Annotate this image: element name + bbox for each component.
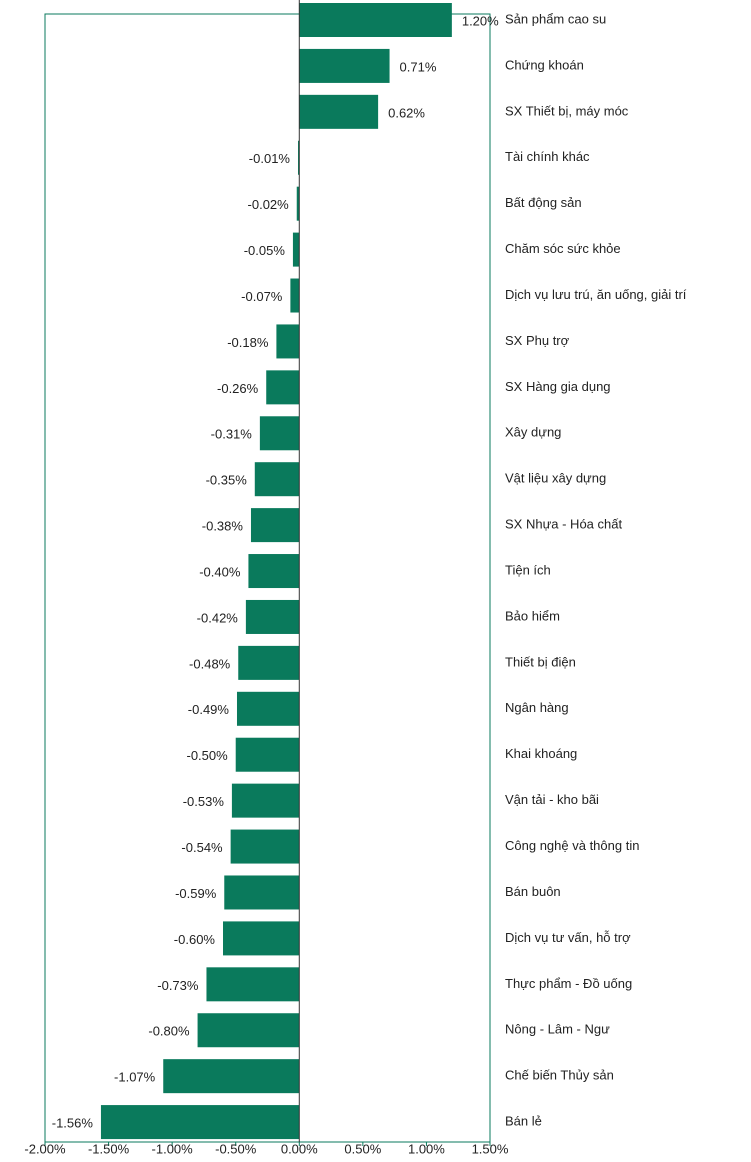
category-label: Ngân hàng — [505, 700, 569, 715]
value-label: -0.07% — [241, 289, 283, 304]
value-label: -0.50% — [187, 748, 229, 763]
value-label: -1.07% — [114, 1070, 156, 1085]
value-label: -0.26% — [217, 381, 259, 396]
bar — [238, 645, 300, 680]
value-label: -1.56% — [52, 1116, 94, 1131]
category-label: Chế biến Thủy sản — [505, 1068, 614, 1083]
category-label: SX Thiết bị, máy móc — [505, 103, 629, 118]
category-label: Vận tải - kho bãi — [505, 792, 599, 807]
category-label: Tài chính khác — [505, 149, 590, 164]
value-label: -0.49% — [188, 702, 230, 717]
category-label: Chăm sóc sức khỏe — [505, 241, 621, 256]
bar — [245, 599, 300, 634]
value-label: -0.18% — [227, 335, 269, 350]
bar — [290, 278, 300, 313]
value-label: -0.31% — [211, 427, 253, 442]
value-label: -0.38% — [202, 519, 244, 534]
bar — [206, 967, 300, 1002]
category-label: Bán lẻ — [505, 1114, 542, 1129]
value-label: -0.01% — [249, 151, 291, 166]
bar — [292, 232, 300, 267]
bar — [248, 554, 300, 589]
value-label: -0.40% — [199, 564, 241, 579]
bar — [231, 783, 300, 818]
category-label: Khai khoáng — [505, 746, 577, 761]
bar — [276, 324, 300, 359]
bar — [298, 140, 300, 175]
category-label: Vật liệu xây dựng — [505, 471, 606, 486]
bar — [250, 508, 300, 543]
category-label: Tiện ích — [505, 562, 551, 577]
value-label: 0.71% — [400, 59, 437, 74]
bar — [197, 1013, 300, 1048]
value-label: 0.62% — [388, 105, 425, 120]
bar — [224, 875, 300, 910]
bar — [254, 462, 300, 497]
category-label: Dịch vụ tư vấn, hỗ trợ — [505, 930, 631, 945]
bar — [230, 829, 300, 864]
value-label: -0.42% — [197, 610, 239, 625]
category-label: Công nghệ và thông tin — [505, 838, 639, 853]
category-label: Bảo hiểm — [505, 608, 560, 623]
plot-frame — [44, 13, 491, 1143]
bar — [259, 416, 300, 451]
x-tick-label: 0.50% — [344, 1141, 381, 1156]
value-label: -0.80% — [148, 1024, 190, 1039]
x-tick-label: 1.50% — [472, 1141, 509, 1156]
category-label: Thực phẩm - Đồ uống — [505, 976, 632, 991]
value-label: 1.20% — [462, 13, 499, 28]
bar — [299, 48, 390, 83]
x-tick-label: -2.00% — [24, 1141, 66, 1156]
category-label: Thiết bị điện — [505, 654, 576, 669]
category-label: Sản phẩm cao su — [505, 11, 606, 26]
value-label: -0.35% — [206, 473, 248, 488]
bar — [296, 186, 300, 221]
bar — [299, 3, 452, 37]
x-tick-label: 1.00% — [408, 1141, 445, 1156]
category-label: Nông - Lâm - Ngư — [505, 1022, 610, 1037]
value-label: -0.48% — [189, 656, 231, 671]
bar — [235, 737, 300, 772]
value-label: -0.59% — [175, 886, 217, 901]
x-tick-label: -1.00% — [152, 1141, 194, 1156]
bar — [236, 691, 300, 726]
bar — [266, 370, 300, 405]
category-label: SX Phụ trợ — [505, 333, 570, 348]
x-tick-label: 0.00% — [281, 1141, 318, 1156]
bar — [163, 1059, 300, 1094]
category-label: Xây dựng — [505, 425, 561, 440]
value-label: -0.60% — [174, 932, 216, 947]
x-tick-label: -0.50% — [215, 1141, 257, 1156]
category-label: Chứng khoán — [505, 57, 584, 72]
bar — [299, 94, 379, 129]
value-label: -0.73% — [157, 978, 199, 993]
value-label: -0.05% — [244, 243, 286, 258]
category-label: Bất động sản — [505, 195, 582, 210]
x-tick-label: -1.50% — [88, 1141, 130, 1156]
category-label: SX Hàng gia dụng — [505, 379, 611, 394]
category-label: Bán buôn — [505, 884, 561, 899]
value-label: -0.54% — [181, 840, 223, 855]
value-label: -0.53% — [183, 794, 225, 809]
category-label: Dịch vụ lưu trú, ăn uống, giải trí — [505, 287, 687, 302]
value-label: -0.02% — [248, 197, 290, 212]
bar — [100, 1105, 300, 1140]
category-label: SX Nhựa - Hóa chất — [505, 517, 622, 532]
bar — [223, 921, 300, 956]
